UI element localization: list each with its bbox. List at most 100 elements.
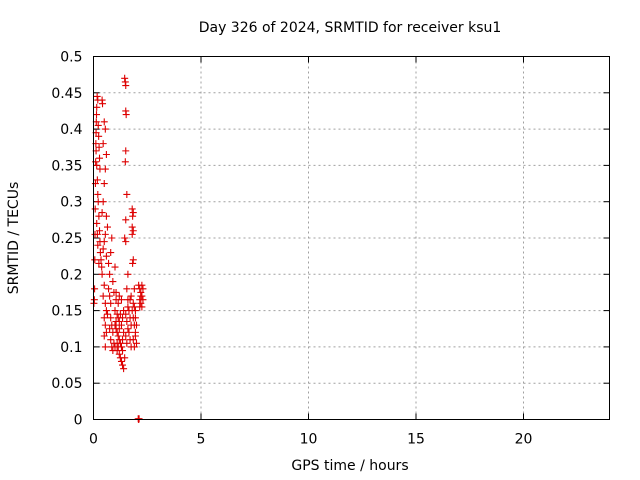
data-point [105,259,113,267]
data-point [109,278,117,286]
data-point [93,176,101,184]
y-tick-label: 0.2 [60,267,82,283]
data-point [121,354,129,362]
data-point [102,252,110,260]
data-point [93,92,101,100]
data-point [128,205,136,213]
y-tick-label: 0.4 [60,122,82,138]
data-point [107,249,115,257]
data-point [107,336,115,344]
data-point [102,151,110,159]
data-point [139,285,147,293]
data-point [115,292,123,300]
data-point [124,325,132,333]
data-point [138,281,146,289]
grid-lines [93,56,610,420]
data-point [124,270,132,278]
y-tick-label: 0.35 [51,158,82,174]
y-tick-label: 0.1 [60,340,82,356]
y-tick-label: 0 [74,413,83,429]
y-tick-labels: 0 0.05 0.1 0.15 0.2 0.25 0.3 0.35 0.4 0.45 0.5 [51,50,82,429]
data-point [94,241,102,249]
data-point [93,161,101,169]
data-point [93,219,101,227]
data-point [103,310,111,318]
data-point [95,212,103,220]
data-point [123,285,131,293]
data-point [106,270,114,278]
data-point [117,321,125,329]
data-point [100,332,108,340]
data-point [131,314,139,322]
data-point [108,234,116,242]
data-point [123,317,131,325]
data-point [99,198,107,206]
data-point [129,259,137,267]
data-point [101,321,109,329]
data-point [95,143,103,151]
data-point [102,328,110,336]
data-point [122,238,130,246]
data-point [96,249,104,257]
data-point [131,332,139,340]
data-point [98,270,106,278]
data-point [100,238,108,246]
data-point [107,299,115,307]
data-point [117,357,125,365]
data-point [107,314,115,322]
data-point [139,296,147,304]
data-point [136,303,144,311]
data-point [105,285,113,293]
y-tick-label: 0.05 [51,376,82,392]
data-point [114,299,122,307]
data-point [117,296,125,304]
data-point [99,100,107,108]
data-point [123,190,131,198]
axis-ticks [93,56,610,420]
data-point [111,307,119,315]
x-tick-label: 20 [515,432,533,448]
data-point [125,328,133,336]
data-point [114,332,122,340]
data-point [127,292,135,300]
data-point [91,256,99,264]
data-point [119,361,127,369]
data-point [101,125,109,133]
data-point [113,328,121,336]
chart-title: Day 326 of 2024, SRMTID for receiver ksu… [199,20,502,36]
data-point [99,140,107,148]
data-point [113,339,121,347]
data-point [133,321,140,329]
data-point [111,263,119,271]
y-tick-label: 0.3 [60,195,82,211]
x-tick-label: 15 [407,432,425,448]
y-tick-label: 0.5 [60,50,82,66]
data-point [122,82,130,90]
data-point [111,321,119,329]
data-point [114,343,122,351]
data-point [91,285,99,293]
data-point [94,121,102,129]
data-point [128,230,136,238]
data-point [112,317,120,325]
y-tick-label: 0.25 [51,231,82,247]
data-point [129,256,137,264]
x-tick-label: 10 [300,432,318,448]
data-point [119,314,127,322]
data-point [100,118,108,126]
data-point [121,74,129,82]
data-point [122,147,130,155]
data-point [115,350,123,358]
data-point [122,332,130,340]
data-point [103,223,111,231]
data-point [121,234,129,242]
x-tick-label: 0 [89,432,98,448]
data-point [102,307,110,315]
x-axis-title: GPS time / hours [291,458,408,474]
data-point [130,343,138,351]
data-point [101,165,109,173]
data-point [128,223,136,231]
data-point [119,347,127,355]
data-point [100,180,108,188]
